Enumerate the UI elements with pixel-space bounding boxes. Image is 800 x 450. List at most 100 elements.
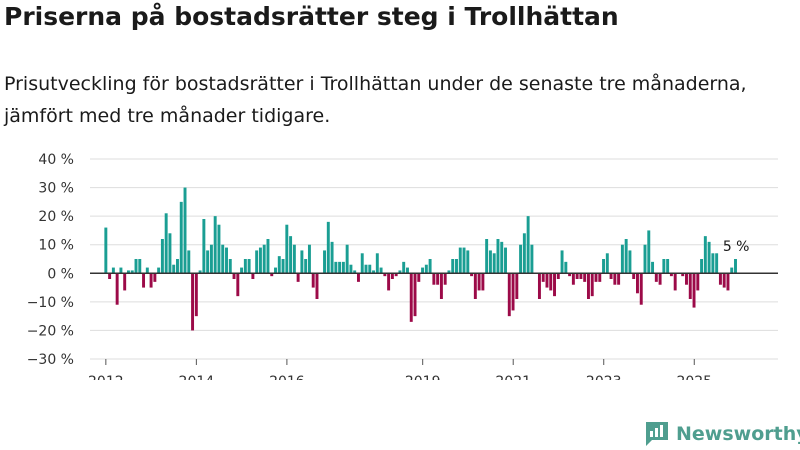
- y-tick-label: 30 %: [38, 181, 74, 197]
- bar: [164, 213, 168, 274]
- bar: [628, 250, 632, 274]
- bar: [209, 244, 213, 274]
- bar: [613, 273, 617, 285]
- y-tick-label: 20 %: [38, 209, 74, 225]
- bar: [439, 273, 443, 299]
- bar: [602, 259, 606, 274]
- bar: [639, 273, 643, 305]
- bar: [455, 259, 458, 274]
- x-axis-labels: 2012 2014 2016 2019 2021 2023 2025: [88, 359, 712, 380]
- bar: [477, 273, 481, 291]
- annotations: 5 %: [723, 239, 750, 255]
- bar: [292, 244, 296, 274]
- x-tick-label: 2025: [676, 374, 712, 380]
- bar: [643, 244, 647, 274]
- bar: [696, 273, 700, 291]
- bar: [598, 273, 602, 282]
- bar: [104, 227, 108, 274]
- bar: [153, 273, 157, 282]
- bar: [718, 273, 722, 285]
- bar: [296, 273, 300, 282]
- bar: [590, 273, 594, 297]
- bar: [176, 259, 179, 274]
- bar: [108, 273, 112, 279]
- bar: [364, 264, 368, 274]
- bar: [142, 273, 146, 288]
- bar: [172, 264, 176, 274]
- bar: [560, 250, 564, 274]
- bar: [726, 273, 730, 291]
- bar: [277, 256, 281, 274]
- bar: [289, 236, 293, 274]
- bar: [492, 253, 496, 274]
- bar: [647, 230, 651, 274]
- bar: [311, 273, 315, 288]
- bar: [179, 201, 183, 274]
- bar: [470, 273, 474, 277]
- bar: [228, 259, 232, 274]
- bar: [658, 273, 662, 285]
- bar: [191, 273, 195, 331]
- bar: [734, 259, 737, 274]
- bar: [617, 273, 621, 285]
- bar: [315, 273, 319, 299]
- bar: [451, 259, 455, 274]
- bar: [130, 270, 134, 274]
- bar: [541, 273, 545, 282]
- bar: [522, 233, 526, 274]
- x-tick-label: 2012: [88, 374, 124, 380]
- bar: [398, 270, 402, 274]
- bar: [685, 273, 688, 285]
- bar: [217, 224, 221, 274]
- y-tick-label: −30 %: [27, 352, 74, 368]
- bar: [620, 244, 624, 274]
- bar: [240, 267, 244, 274]
- bar: [500, 241, 504, 274]
- bar: [428, 259, 432, 274]
- bar: [432, 273, 436, 285]
- bar: [225, 247, 228, 274]
- x-tick-label: 2023: [586, 374, 622, 380]
- bar: [356, 273, 360, 282]
- bar: [266, 239, 270, 274]
- x-tick-label: 2016: [269, 374, 305, 380]
- x-tick-label: 2021: [495, 374, 531, 380]
- bar: [473, 273, 477, 299]
- bar: [341, 261, 345, 274]
- bar: [232, 273, 236, 279]
- bar: [594, 273, 598, 282]
- bar: [722, 273, 726, 288]
- bar: [681, 273, 685, 277]
- bar: [666, 259, 670, 274]
- bar: [221, 244, 225, 274]
- bar: [504, 247, 507, 274]
- bar: [304, 259, 308, 274]
- chart-title: Priserna på bostadsrätter steg i Trollhä…: [4, 2, 619, 31]
- bar: [545, 273, 549, 288]
- bar: [466, 250, 470, 274]
- bar: [134, 259, 138, 274]
- bar: [198, 270, 202, 274]
- bar: [353, 270, 357, 274]
- bar: [168, 233, 172, 274]
- bar: [258, 247, 262, 274]
- bar: [372, 270, 376, 274]
- bar-chart-logo-icon: [646, 422, 668, 446]
- bar: [553, 273, 556, 297]
- bar: [394, 273, 398, 277]
- bar: [654, 273, 658, 282]
- bar: [447, 270, 451, 274]
- bar: [605, 253, 609, 274]
- bar: [206, 250, 210, 274]
- bar: [115, 273, 119, 305]
- bar: [424, 264, 428, 274]
- bar: [711, 253, 715, 274]
- y-tick-label: 0 %: [47, 266, 74, 282]
- bar: [609, 273, 613, 279]
- bar: [485, 239, 489, 274]
- bar: [526, 216, 530, 274]
- bar: [458, 247, 462, 274]
- bar: [145, 267, 149, 274]
- bar: [326, 221, 330, 274]
- latest-value-label: 5 %: [723, 239, 750, 255]
